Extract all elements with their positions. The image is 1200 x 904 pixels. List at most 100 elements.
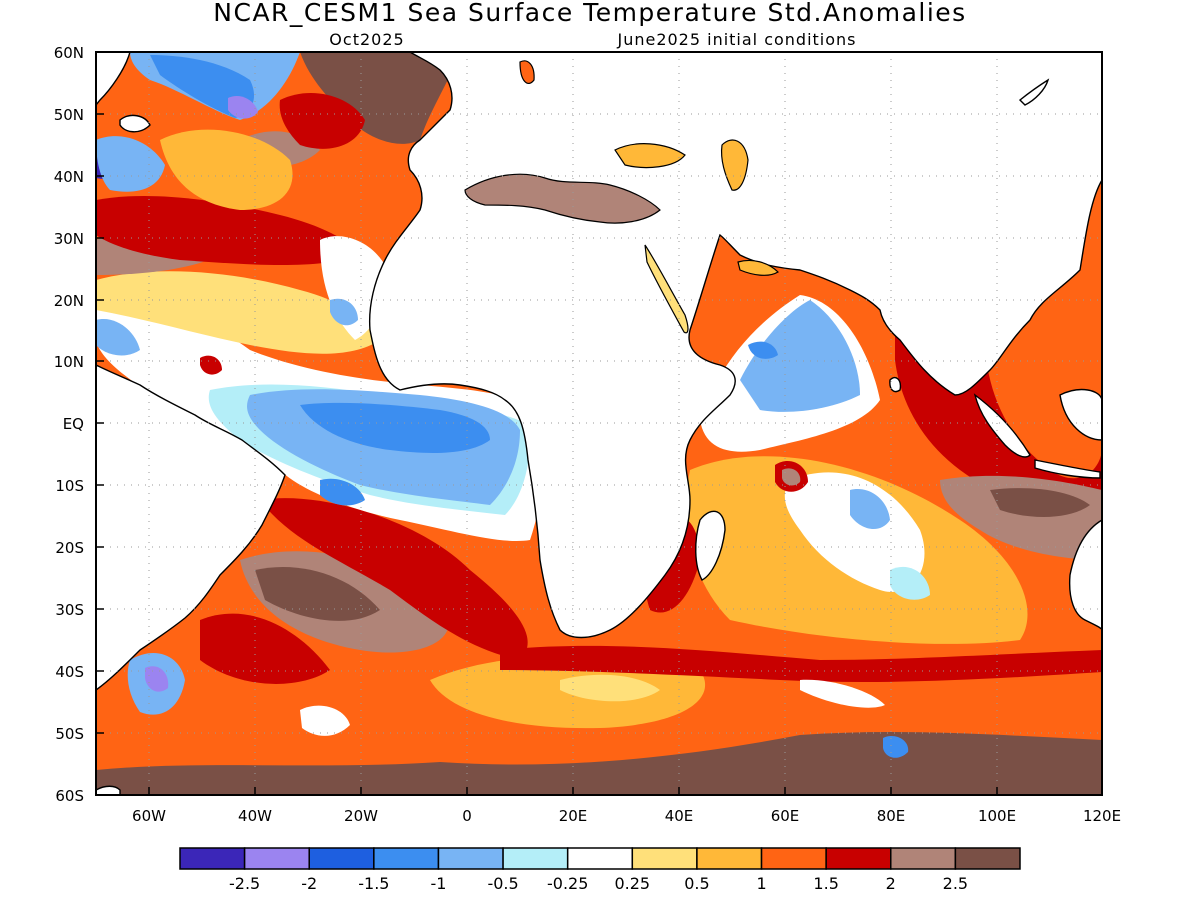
valid-month-label: Oct2025 (329, 30, 404, 49)
lat-label: 50N (54, 106, 84, 124)
anomaly-indian-lightblue (890, 566, 930, 600)
colorbar-label: -2.5 (229, 874, 260, 893)
japan-fragment (1018, 78, 1050, 106)
anomaly-south-red-band (500, 645, 1102, 683)
longitude-labels: 60W 40W 20W 0 20E 40E 60E 80E 100E 120E (132, 807, 1121, 825)
sri-lanka (889, 376, 902, 393)
colorbar-labels: -2.5 -2 -1.5 -1 -0.5 -0.25 0.25 0.5 1 1.5 2 2.5 (229, 874, 968, 893)
lat-label: 60S (55, 787, 84, 805)
lon-label: 20E (559, 807, 588, 825)
anomaly-labrador-purple (228, 95, 258, 119)
lon-label: 100E (978, 807, 1016, 825)
anomaly-tropical-red-dot (200, 355, 222, 375)
colorbar-label: -0.25 (547, 874, 588, 893)
colorbar-label: 2 (886, 874, 896, 893)
anomaly-tropical-atlantic-blue2 (300, 402, 490, 453)
lat-label: 20S (55, 539, 84, 557)
colorbar-swatch (631, 847, 698, 870)
colorbar-label: 2.5 (943, 874, 968, 893)
anomaly-arabian-blue2 (748, 341, 778, 359)
anomaly-canary-blue (330, 298, 358, 326)
anomaly-south-yellow2 (560, 674, 660, 702)
colorbar-swatch (954, 847, 1021, 870)
colorbar-swatch (502, 847, 569, 870)
anomaly-north-tropical-yellow (96, 271, 380, 354)
graticule (96, 52, 1102, 795)
colorbar-swatches (179, 847, 1021, 870)
initial-conditions-label: June2025 initial conditions (616, 30, 856, 49)
colorbar-swatch (373, 847, 440, 870)
caspian-sea (720, 139, 749, 191)
mediterranean-sea (464, 173, 661, 224)
lon-label: 40E (665, 807, 694, 825)
sumatra (973, 393, 1031, 458)
lat-label: 30N (54, 230, 84, 248)
lat-label: 50S (55, 725, 84, 743)
java (1034, 459, 1101, 479)
lon-label: 60W (132, 807, 166, 825)
colorbar-swatch (566, 847, 634, 870)
anomaly-east-indian-dark (990, 488, 1090, 517)
lon-label: 60E (771, 807, 800, 825)
anomaly-subtropical-red (96, 195, 360, 265)
anomaly-southern-band (96, 732, 1102, 795)
newfoundland (119, 114, 151, 133)
lat-label: 10N (54, 353, 84, 371)
colorbar-label: 0.25 (614, 874, 650, 893)
australia-landmass (1068, 519, 1102, 631)
anomaly-indian-white (784, 472, 925, 592)
lon-label: 120E (1083, 807, 1121, 825)
colorbar-label: 0.5 (684, 874, 709, 893)
anomaly-north-atlantic-yellow (160, 129, 293, 210)
lat-label: 20N (54, 292, 84, 310)
anomaly-north-tropical-blue (96, 319, 140, 356)
colorbar-swatch (696, 847, 763, 870)
colorbar-label: -0.5 (487, 874, 518, 893)
anomaly-north-atlantic-red (279, 92, 365, 149)
borneo (1059, 388, 1102, 441)
colorbar-swatch (179, 847, 246, 870)
colorbar-swatch (760, 847, 827, 870)
south-america-landmass (96, 364, 286, 691)
anomaly-south-atlantic-red2 (200, 613, 330, 684)
colorbar-swatch (890, 847, 957, 870)
anomaly-arabian-blue (740, 300, 860, 412)
lon-label: 0 (462, 807, 472, 825)
madagascar (695, 510, 726, 581)
tick-marks (96, 51, 1103, 796)
lat-label: 40N (54, 168, 84, 186)
north-america-landmass (96, 52, 131, 107)
lon-label: 40W (238, 807, 272, 825)
colorbar-label: -2 (301, 874, 317, 893)
lat-label: 40S (55, 663, 84, 681)
colorbar: -2.5 -2 -1.5 -1 -0.5 -0.25 0.25 0.5 1 1.5 2 2.5 (179, 847, 1021, 893)
persian-gulf (737, 259, 779, 276)
lon-label: 80E (877, 807, 906, 825)
red-sea (644, 244, 689, 334)
colorbar-label: 1.5 (813, 874, 838, 893)
lat-label: 30S (55, 601, 84, 619)
colorbar-label: -1 (430, 874, 446, 893)
anomaly-gulf-lightblue (96, 136, 165, 192)
latitude-labels: 60N 50N 40N 30N 20N 10N EQ 10S 20S 30S 4… (54, 44, 84, 805)
anomaly-south-indian-white-streak (800, 679, 885, 708)
anomaly-south-atlantic-red (260, 498, 528, 660)
colorbar-label: 1 (756, 874, 766, 893)
baltic-sea (519, 60, 535, 84)
lat-label: 60N (54, 44, 84, 62)
map-title: NCAR_CESM1 Sea Surface Temperature Std.A… (213, 0, 966, 27)
anomaly-south-white-patch (300, 705, 350, 736)
anomaly-indian-blue-small (850, 489, 890, 530)
anomaly-north-atlantic-brown (300, 52, 460, 144)
anomaly-indian-brown-ring (782, 468, 801, 486)
colorbar-swatch (243, 847, 310, 870)
lon-label: 20W (344, 807, 378, 825)
colorbar-label: -1.5 (358, 874, 389, 893)
lat-label: 10S (55, 477, 84, 495)
colorbar-swatch (437, 847, 504, 870)
anomaly-kerguelen-blue (883, 735, 909, 758)
colorbar-swatch (308, 847, 375, 870)
tierra-del-fuego (96, 785, 121, 795)
inland-seas (464, 60, 779, 334)
